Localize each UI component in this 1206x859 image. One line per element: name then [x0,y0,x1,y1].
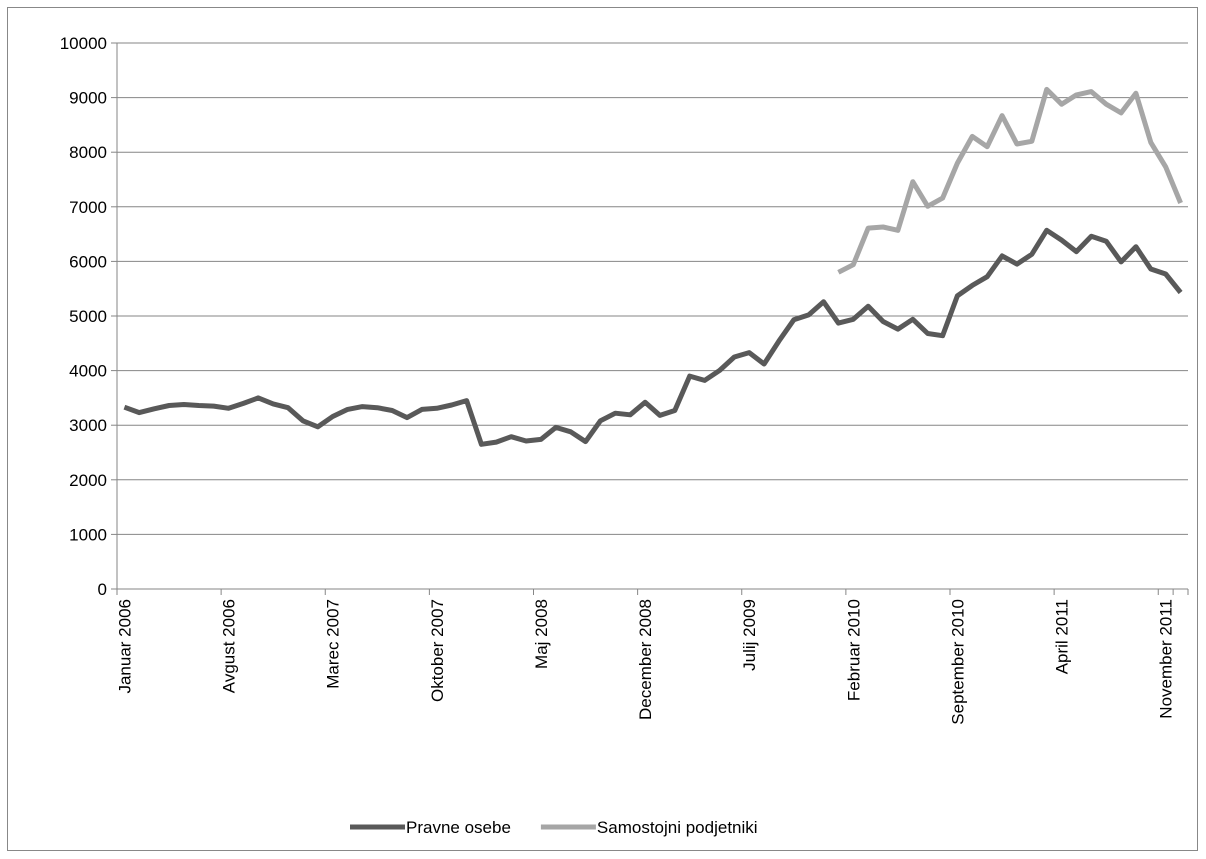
y-tick-label: 10000 [60,34,107,53]
y-tick-label: 9000 [69,89,107,108]
legend-label: Pravne osebe [406,818,511,837]
chart-border [7,7,1198,851]
y-tick-label: 2000 [69,471,107,490]
x-tick-label: Julij 2009 [740,599,759,671]
x-tick-label: December 2008 [636,599,655,720]
y-tick-label: 7000 [69,198,107,217]
y-tick-label: 6000 [69,252,107,271]
y-tick-label: 8000 [69,143,107,162]
y-tick-label: 0 [98,580,107,599]
y-tick-label: 4000 [69,362,107,381]
y-tick-label: 1000 [69,525,107,544]
x-tick-label: September 2010 [948,599,967,725]
x-tick-label: Maj 2008 [532,599,551,669]
legend-label: Samostojni podjetniki [597,818,758,837]
x-tick-label: Februar 2010 [844,599,863,701]
x-tick-label: Oktober 2007 [428,599,447,702]
series-line [123,227,1183,447]
x-tick-label: November 2011 [1157,599,1176,719]
series-line [837,86,1183,275]
y-tick-label: 3000 [69,416,107,435]
x-tick-label: Januar 2006 [115,599,134,694]
y-tick-label: 5000 [69,307,107,326]
x-tick-label: Avgust 2006 [220,599,239,693]
x-tick-label: Marec 2007 [324,599,343,689]
x-tick-label: April 2011 [1053,599,1072,674]
